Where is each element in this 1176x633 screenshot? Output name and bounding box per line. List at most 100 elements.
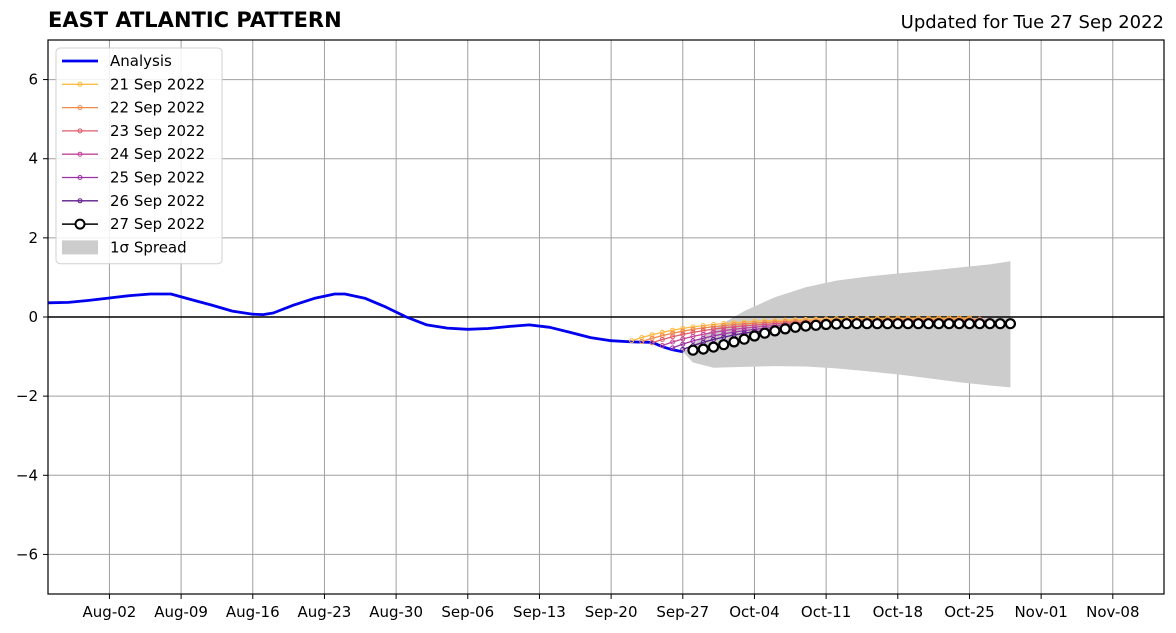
legend-label: 22 Sep 2022 xyxy=(110,99,205,117)
latest-forecast-point xyxy=(1004,318,1017,330)
latest-forecast-point xyxy=(789,321,802,333)
latest-forecast-point xyxy=(687,344,699,356)
forecast-line-1 xyxy=(631,317,970,342)
legend-marker xyxy=(77,105,83,111)
legend-item: 22 Sep 2022 xyxy=(62,99,205,117)
forecast-point xyxy=(721,325,727,331)
legend-label: 21 Sep 2022 xyxy=(110,75,205,93)
y-tick-label: 0 xyxy=(28,308,38,326)
latest-forecast-point xyxy=(902,318,914,330)
x-tick-label: Aug-30 xyxy=(369,603,423,621)
latest-forecast-point xyxy=(728,336,740,348)
forecast-point xyxy=(670,327,676,333)
latest-forecast-point xyxy=(779,323,791,335)
forecast-point xyxy=(659,337,665,342)
x-tick-label: Sep-20 xyxy=(585,603,638,621)
latest-forecast-point xyxy=(738,333,750,345)
legend-label: 25 Sep 2022 xyxy=(110,169,205,187)
latest-forecast-point xyxy=(994,318,1006,330)
latest-forecast-point xyxy=(810,319,822,331)
legend-label: 24 Sep 2022 xyxy=(110,145,205,163)
x-tick-label: Aug-02 xyxy=(83,603,137,621)
latest-forecast-point xyxy=(769,325,781,337)
forecast-point xyxy=(680,346,686,352)
forecast-point xyxy=(731,326,737,332)
forecast-point xyxy=(700,325,706,331)
latest-forecast-point xyxy=(718,339,730,351)
legend-marker xyxy=(77,175,83,180)
latest-forecast-point xyxy=(892,318,904,330)
legend-marker xyxy=(77,128,83,134)
x-tick-label: Aug-09 xyxy=(154,603,208,621)
forecast-point xyxy=(649,340,655,346)
forecast-point xyxy=(711,337,716,342)
forecast-point xyxy=(690,326,696,332)
latest-forecast-point xyxy=(912,318,924,330)
forecast-point xyxy=(680,328,686,334)
x-tick-label: Aug-23 xyxy=(298,603,352,621)
latest-forecast-point xyxy=(922,318,935,330)
legend-marker xyxy=(77,151,83,157)
forecast-point xyxy=(690,338,696,344)
forecast-point xyxy=(659,343,665,348)
x-tick-label: Sep-13 xyxy=(513,603,566,621)
latest-forecast-point xyxy=(759,327,771,339)
forecast-point xyxy=(680,325,686,331)
latest-forecast-point xyxy=(707,341,720,353)
updated-date: Updated for Tue 27 Sep 2022 xyxy=(900,12,1164,33)
legend-item: 23 Sep 2022 xyxy=(62,122,205,140)
latest-forecast-point xyxy=(974,318,986,330)
legend-label: 23 Sep 2022 xyxy=(110,122,205,140)
forecast-point xyxy=(731,329,737,335)
x-tick-label: Oct-04 xyxy=(729,603,779,621)
legend-item: 27 Sep 2022 xyxy=(62,215,205,233)
analysis-line xyxy=(47,292,684,354)
y-tick-label: −2 xyxy=(16,387,38,405)
y-tick-label: 6 xyxy=(28,71,38,89)
latest-forecast-point xyxy=(830,318,843,330)
latest-forecast-point xyxy=(820,318,832,331)
legend-item: 1σ Spread xyxy=(62,238,187,256)
forecast-point xyxy=(680,336,686,342)
legend-marker xyxy=(77,198,83,204)
forecast-point xyxy=(639,339,645,344)
latest-forecast-point xyxy=(953,318,965,330)
forecast-point xyxy=(670,339,676,345)
forecast-point xyxy=(711,326,716,332)
legend-item: 24 Sep 2022 xyxy=(62,145,205,163)
latest-forecast-point xyxy=(881,318,894,330)
latest-forecast-point xyxy=(943,318,955,330)
latest-forecast-point xyxy=(697,343,709,355)
x-tick-label: Nov-01 xyxy=(1014,603,1067,621)
forecast-point xyxy=(680,331,686,337)
axes-layer: Aug-02 Aug-09 Aug-16 Aug-23 Aug-30 Sep-06 Sep-… xyxy=(16,39,1165,621)
latest-forecast-point xyxy=(933,318,945,330)
forecast-line-3 xyxy=(651,319,990,344)
legend-marker xyxy=(77,81,83,87)
x-tick-label: Aug-16 xyxy=(226,603,280,621)
x-tick-label: Oct-11 xyxy=(801,603,851,621)
latest-forecast-point xyxy=(963,318,976,330)
x-tick-label: Oct-18 xyxy=(873,603,923,621)
latest-forecast-point xyxy=(871,318,883,330)
forecast-point xyxy=(659,329,665,335)
legend: Analysis 21 Sep 2022 22 Sep 2022 23 Sep 202… xyxy=(55,47,223,265)
x-tick-label: Sep-06 xyxy=(441,603,494,621)
plot-frame xyxy=(47,39,1165,595)
legend-swatch xyxy=(62,240,98,255)
y-tick-label: 4 xyxy=(28,150,38,168)
forecast-line-2 xyxy=(641,318,980,343)
legend-label: 26 Sep 2022 xyxy=(110,192,205,210)
y-tick-label: −6 xyxy=(16,545,38,563)
legend-item: 21 Sep 2022 xyxy=(62,75,205,93)
forecast-point xyxy=(721,334,727,340)
x-tick-label: Oct-25 xyxy=(944,603,994,621)
latest-forecast-point xyxy=(851,318,863,330)
series-layer xyxy=(47,292,1017,356)
y-tick-label: −4 xyxy=(16,466,38,484)
legend-label: 1σ Spread xyxy=(110,238,187,256)
forecast-point xyxy=(629,338,635,344)
x-tick-label: Nov-08 xyxy=(1086,603,1139,621)
chart-title: EAST ATLANTIC PATTERN xyxy=(48,8,342,32)
